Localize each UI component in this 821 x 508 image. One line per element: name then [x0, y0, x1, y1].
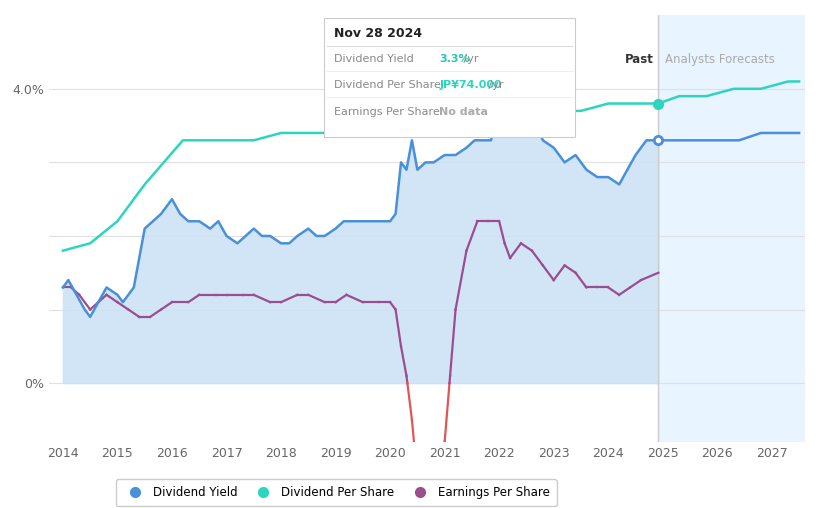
Text: JP¥74.000: JP¥74.000: [439, 80, 502, 90]
Text: No data: No data: [439, 107, 488, 117]
Text: Past: Past: [625, 53, 654, 66]
Text: Analysts Forecasts: Analysts Forecasts: [665, 53, 775, 66]
Text: Dividend Yield: Dividend Yield: [334, 54, 414, 64]
Legend: Dividend Yield, Dividend Per Share, Earnings Per Share: Dividend Yield, Dividend Per Share, Earn…: [116, 480, 557, 506]
Text: Earnings Per Share: Earnings Per Share: [334, 107, 440, 117]
Text: /yr: /yr: [460, 54, 478, 64]
Text: Dividend Per Share: Dividend Per Share: [334, 80, 441, 90]
Text: Nov 28 2024: Nov 28 2024: [334, 26, 422, 40]
Text: 3.3%: 3.3%: [439, 54, 470, 64]
Bar: [658, 15, 805, 442]
Text: /yr: /yr: [485, 80, 503, 90]
